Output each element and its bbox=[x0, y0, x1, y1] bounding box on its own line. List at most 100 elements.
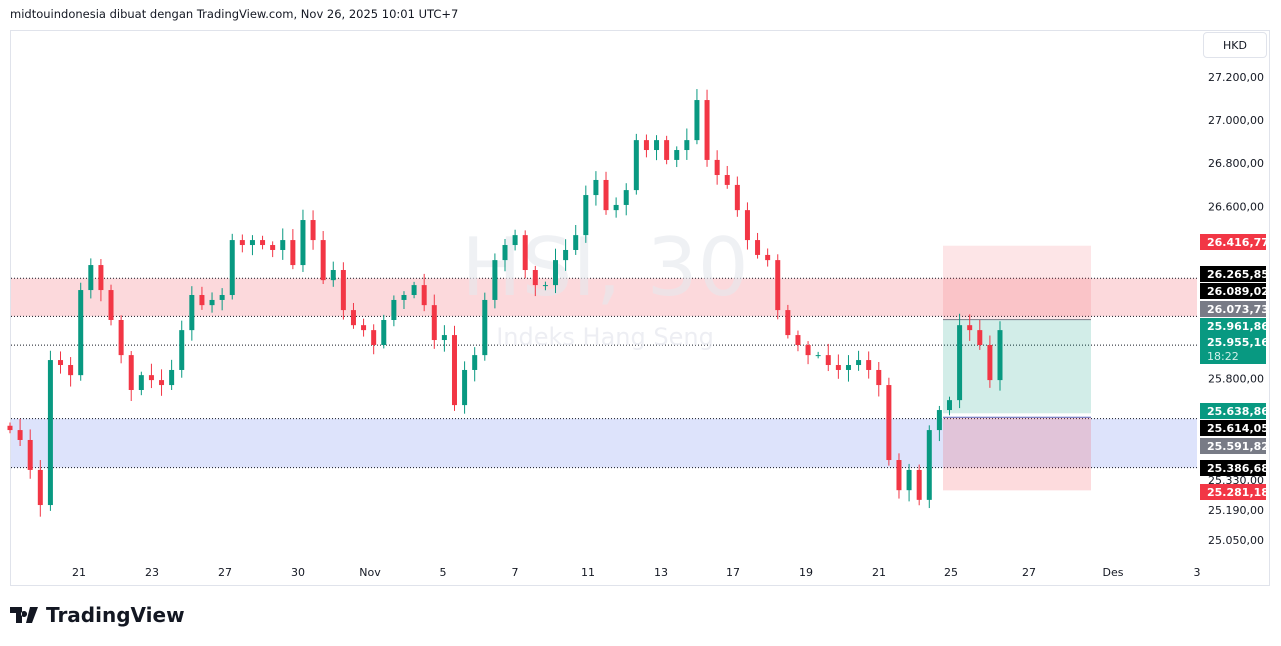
candle-body bbox=[280, 240, 286, 250]
candle-body bbox=[946, 400, 952, 411]
candle bbox=[431, 294, 437, 349]
candle-body bbox=[270, 245, 276, 250]
candle-body bbox=[815, 355, 821, 357]
candle-body bbox=[361, 325, 367, 331]
candle bbox=[734, 176, 740, 217]
y-tick-label: 27.200,00 bbox=[1208, 71, 1264, 84]
candle bbox=[744, 202, 750, 250]
candle-body bbox=[381, 319, 387, 345]
candle-body bbox=[138, 375, 144, 391]
x-tick-label: 5 bbox=[440, 566, 447, 579]
candle-body bbox=[886, 385, 892, 461]
price-label-text: 26.265,85 bbox=[1207, 268, 1269, 281]
candle bbox=[633, 133, 639, 195]
candle-body bbox=[926, 430, 932, 500]
brand-name: TradingView bbox=[46, 603, 185, 627]
candle-body bbox=[290, 240, 296, 266]
currency-button[interactable]: HKD bbox=[1203, 32, 1267, 58]
candle bbox=[58, 351, 64, 374]
candle bbox=[148, 363, 154, 389]
price-label: 26.265,85 bbox=[1200, 266, 1269, 282]
candle bbox=[522, 230, 528, 279]
zone-1 bbox=[11, 418, 1197, 468]
candle bbox=[694, 89, 700, 145]
candle-body bbox=[866, 360, 872, 370]
watermark-name: Indeks Hang Seng bbox=[496, 323, 714, 351]
candle-body bbox=[88, 265, 94, 291]
position-stop-zone bbox=[943, 245, 1091, 320]
candle-body bbox=[169, 369, 175, 386]
candle bbox=[330, 261, 336, 287]
candle bbox=[916, 464, 922, 506]
candle-body bbox=[785, 310, 791, 336]
candle-body bbox=[704, 100, 710, 160]
candle bbox=[138, 371, 144, 396]
candle bbox=[775, 254, 781, 320]
candle-body bbox=[987, 344, 993, 381]
candle-body bbox=[906, 469, 912, 491]
price-label-text: 25.614,05 bbox=[1207, 422, 1269, 435]
candle-body bbox=[825, 355, 831, 366]
candle bbox=[98, 259, 104, 302]
candle bbox=[229, 233, 235, 300]
candle bbox=[704, 89, 710, 167]
price-label-text: 26.073,73 bbox=[1207, 303, 1269, 316]
candle-body bbox=[98, 265, 104, 291]
candle bbox=[350, 302, 356, 329]
candle-body bbox=[542, 285, 548, 287]
candle-body bbox=[330, 270, 336, 281]
candle-body bbox=[623, 190, 629, 205]
x-tick-label: 23 bbox=[145, 566, 159, 579]
candle-body bbox=[7, 425, 13, 431]
candle-body bbox=[633, 140, 639, 191]
candle bbox=[88, 258, 94, 299]
candle bbox=[310, 210, 316, 250]
tradingview-logo: TradingView bbox=[10, 603, 185, 627]
candle bbox=[300, 209, 306, 272]
price-label-text: 25.638,86 bbox=[1207, 405, 1269, 418]
price-label-text: 25.961,86 bbox=[1207, 320, 1269, 333]
candle bbox=[118, 315, 124, 364]
candle bbox=[856, 350, 862, 371]
candle bbox=[128, 351, 134, 401]
candle bbox=[815, 351, 821, 359]
candle-body bbox=[219, 295, 225, 300]
price-label-bg bbox=[1200, 420, 1266, 436]
candle bbox=[249, 235, 255, 256]
watermark-symbol: HSI, 30 bbox=[461, 221, 748, 314]
zone-0 bbox=[11, 278, 1197, 317]
candle bbox=[371, 324, 377, 355]
candle-body bbox=[199, 295, 205, 306]
candle bbox=[664, 135, 670, 165]
candle bbox=[78, 282, 84, 381]
candle-body bbox=[431, 305, 437, 341]
x-tick-label: Nov bbox=[359, 566, 381, 579]
candle-body bbox=[179, 330, 185, 370]
candle-body bbox=[229, 240, 235, 296]
candle bbox=[270, 241, 276, 258]
candle bbox=[603, 171, 609, 215]
candle-body bbox=[37, 469, 43, 506]
candle bbox=[401, 291, 407, 310]
candle-body bbox=[532, 270, 538, 286]
candle bbox=[583, 185, 589, 243]
x-tick-label: 30 bbox=[291, 566, 305, 579]
price-label-bg bbox=[1200, 438, 1266, 454]
candle-body bbox=[472, 355, 478, 370]
candle bbox=[967, 314, 973, 341]
candle bbox=[936, 405, 942, 442]
candle bbox=[946, 396, 952, 416]
price-label-bg bbox=[1200, 403, 1266, 419]
chart-frame[interactable] bbox=[10, 30, 1270, 586]
candle-body bbox=[512, 235, 518, 246]
price-label-bg bbox=[1200, 266, 1266, 282]
candle-body bbox=[401, 295, 407, 300]
candle bbox=[835, 354, 841, 379]
x-tick-label: 27 bbox=[218, 566, 232, 579]
candle-body bbox=[492, 260, 498, 300]
candle-body bbox=[755, 240, 761, 255]
candle-body bbox=[27, 439, 33, 470]
candle bbox=[482, 292, 488, 361]
price-label-text: 25.955,16 bbox=[1207, 336, 1269, 349]
